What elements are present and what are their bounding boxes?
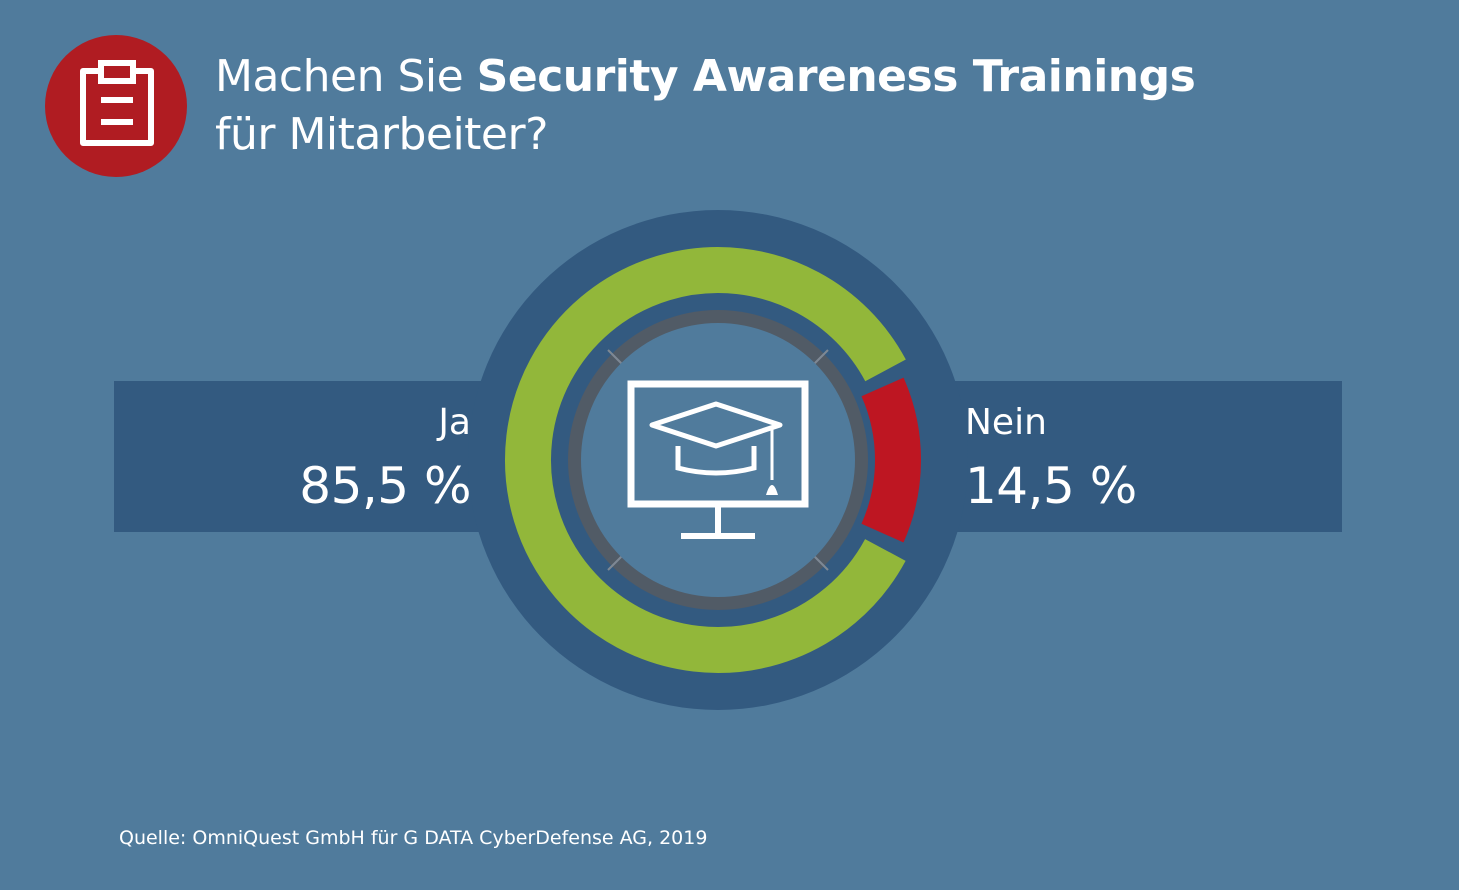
page-title: Machen Sie Security Awareness Trainings …	[215, 48, 1196, 164]
slice-nein	[515, 257, 921, 663]
slice-ja	[505, 247, 931, 673]
monitor-graduation-cap-icon	[627, 380, 809, 539]
source-note: Quelle: OmniQuest GmbH für G DATA CyberD…	[119, 827, 708, 849]
title-regular: Machen Sie	[215, 51, 477, 102]
title-line2: für Mitarbeiter?	[215, 109, 548, 160]
center-disc	[581, 323, 855, 597]
label-nein: Nein	[965, 402, 1047, 443]
header-badge	[45, 35, 187, 177]
value-nein: 14,5 %	[965, 457, 1137, 515]
title-bold: Security Awareness Trainings	[476, 51, 1196, 102]
clipboard-icon	[80, 60, 154, 146]
label-ja: Ja	[438, 402, 471, 443]
value-ja: 85,5 %	[299, 457, 471, 515]
